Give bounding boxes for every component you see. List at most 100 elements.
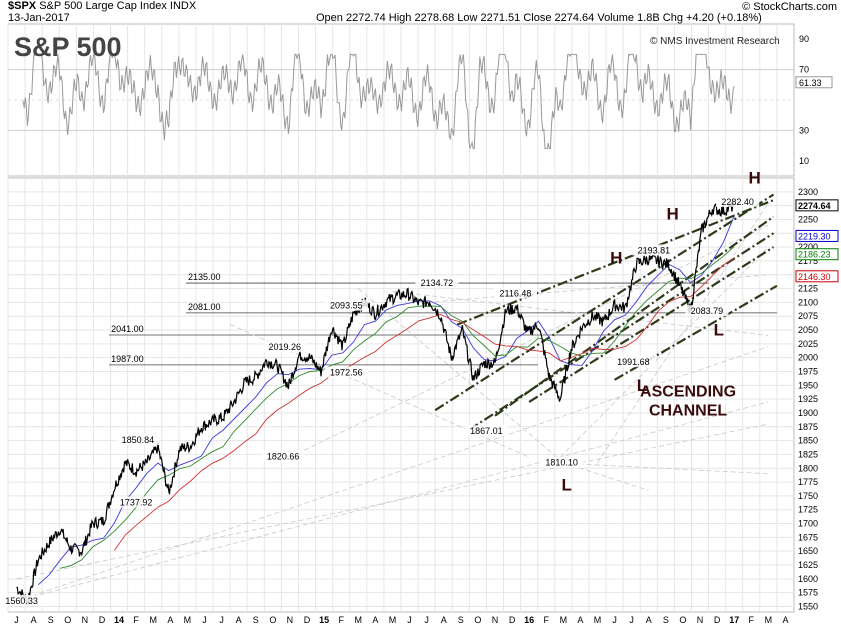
axis-value-box — [795, 248, 839, 261]
horizontal-level-label: 2041.00 — [111, 324, 144, 334]
price-tick-label: 1975 — [798, 367, 818, 377]
value-annotation-bg — [716, 195, 760, 207]
price-tick-label: 1650 — [798, 546, 818, 556]
price-tick-label: 2300 — [798, 187, 818, 197]
price-tick-label: 1800 — [798, 463, 818, 473]
price-tick-label: 2025 — [798, 339, 818, 349]
value-annotation-bg — [632, 244, 676, 256]
trend-fan-line — [554, 246, 769, 464]
value-annotation-bg — [464, 425, 509, 437]
x-tick-label: A — [31, 615, 37, 625]
price-tick-label: 2125 — [798, 284, 818, 294]
x-tick-label: N — [82, 615, 89, 625]
head-label: H — [749, 169, 761, 188]
price-tick-label: 1725 — [798, 505, 818, 515]
price-tick-label: 1925 — [798, 394, 818, 404]
x-tick-label: S — [663, 615, 669, 625]
x-tick-label: S — [48, 615, 54, 625]
trend-fan-line — [563, 462, 649, 491]
price-tick-label: 1850 — [798, 436, 818, 446]
low-label: L — [714, 321, 724, 340]
value-annotation: 2093.55 — [330, 301, 363, 311]
x-tick-label: J — [612, 615, 617, 625]
horizontal-level-label: 2081.00 — [188, 302, 221, 312]
trend-fan-line — [16, 401, 769, 602]
value-annotation: 1972.56 — [330, 368, 363, 378]
value-annotation: 1737.92 — [120, 498, 153, 508]
x-tick-label: M — [355, 615, 363, 625]
value-annotation-bg — [685, 305, 729, 317]
price-tick-label: 1575 — [798, 588, 818, 598]
x-tick-label: D — [509, 615, 516, 625]
price-tick-label: 1750 — [798, 491, 818, 501]
horizontal-level-label: 1987.00 — [111, 354, 144, 364]
chart-credit: © NMS Investment Research — [650, 36, 780, 47]
x-tick-label: M — [765, 615, 773, 625]
value-annotation: 1850.84 — [122, 435, 155, 445]
value-annotation-bg — [324, 299, 368, 311]
x-tick-label: F — [543, 615, 549, 625]
x-tick-label: J — [219, 615, 224, 625]
quote-line: Open 2272.74 High 2278.68 Low 2271.51 Cl… — [316, 12, 762, 24]
value-annotation: 2282.40 — [721, 197, 754, 207]
indicator-tick-label: 90 — [799, 34, 809, 44]
price-tick-label: 1950 — [798, 380, 818, 390]
price-tick-label: 1700 — [798, 519, 818, 529]
value-annotation: 1820.66 — [267, 452, 300, 462]
x-tick-label: J — [407, 615, 412, 625]
channel-line — [494, 215, 775, 417]
trend-fan-line — [358, 288, 564, 464]
x-tick-label: N — [697, 615, 704, 625]
indicator-tick-label: 10 — [799, 156, 809, 166]
value-annotation: 1991.68 — [617, 357, 650, 367]
low-label: L — [637, 376, 647, 395]
x-tick-label: J — [424, 615, 429, 625]
value-annotation: 2019.26 — [269, 342, 302, 352]
value-annotation-bg — [611, 356, 655, 368]
x-tick-label: A — [372, 615, 378, 625]
x-tick-label: J — [202, 615, 207, 625]
value-annotation-bg — [114, 496, 158, 508]
x-tick-label: F — [749, 615, 755, 625]
x-tick-label: S — [253, 615, 259, 625]
price-tick-label: 1775 — [798, 477, 818, 487]
brand: © StockCharts.com — [742, 1, 837, 13]
value-annotation: 2116.48 — [500, 289, 532, 299]
price-tick-label: 2250 — [798, 214, 818, 224]
low-label: L — [562, 475, 572, 494]
x-tick-label: N — [492, 615, 499, 625]
chart-title: S&P 500 — [14, 32, 122, 62]
price-line — [16, 201, 735, 606]
value-annotation-bg — [261, 450, 305, 462]
channel-line — [434, 193, 775, 412]
value-annotation-bg — [324, 366, 368, 378]
x-tick-label: A — [441, 615, 447, 625]
axis-value-box — [795, 270, 839, 283]
x-tick-label: O — [679, 615, 686, 625]
x-tick-label: M — [560, 615, 568, 625]
value-annotation-bg — [0, 594, 44, 606]
x-tick-label: A — [167, 615, 173, 625]
axis-value-label: 2146.30 — [798, 272, 831, 282]
x-tick-label: S — [458, 615, 464, 625]
x-tick-label: A — [577, 615, 583, 625]
trend-fan-line — [554, 462, 769, 475]
price-tick-label: 1625 — [798, 560, 818, 570]
value-annotation-bg — [116, 434, 160, 446]
moving-average-line — [114, 258, 735, 551]
price-tick-label: 1900 — [798, 408, 818, 418]
symbol: $SPX — [8, 0, 37, 12]
indicator-value-label: 61.33 — [799, 78, 822, 88]
exchange: INDX — [169, 0, 197, 12]
price-tick-label: 1600 — [798, 574, 818, 584]
value-annotation-bg — [263, 341, 307, 353]
x-tick-label: A — [782, 615, 788, 625]
x-tick-label: M — [184, 615, 192, 625]
x-tick-label: N — [287, 615, 294, 625]
x-tick-label: J — [629, 615, 634, 625]
head-label: H — [610, 249, 622, 268]
moving-average-line — [59, 246, 735, 569]
x-tick-label: O — [474, 615, 481, 625]
x-tick-label: J — [14, 615, 19, 625]
